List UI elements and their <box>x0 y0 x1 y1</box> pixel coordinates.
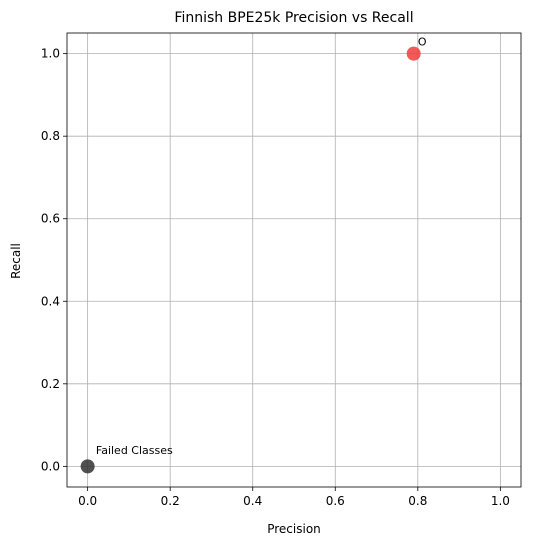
y-tick-label: 0.6 <box>41 212 60 226</box>
y-tick-label: 0.0 <box>41 459 60 473</box>
data-point <box>80 459 95 474</box>
x-tick-label: 0.2 <box>161 494 180 508</box>
grid <box>67 33 521 487</box>
plot-frame <box>66 32 522 488</box>
data-points: O Failed Classes <box>80 35 427 474</box>
y-tick-label: 0.4 <box>41 294 60 308</box>
x-tick-label: 0.0 <box>78 494 97 508</box>
data-point-label: Failed Classes <box>96 444 173 457</box>
y-tick-label: 0.8 <box>41 129 60 143</box>
x-axis-label: Precision <box>267 522 321 536</box>
data-point <box>406 46 421 61</box>
data-point-label: O <box>418 35 427 48</box>
x-tick-label: 0.6 <box>326 494 345 508</box>
y-tick-label: 0.2 <box>41 377 60 391</box>
y-tick-label: 1.0 <box>41 47 60 61</box>
y-axis-ticks: 0.0 0.2 0.4 0.6 0.8 1.0 <box>41 47 67 473</box>
x-tick-label: 0.4 <box>243 494 262 508</box>
x-tick-label: 0.8 <box>408 494 427 508</box>
x-tick-label: 1.0 <box>491 494 510 508</box>
y-axis-label: Recall <box>9 243 23 279</box>
chart-title: Finnish BPE25k Precision vs Recall <box>174 10 413 26</box>
x-axis-ticks: 0.0 0.2 0.4 0.6 0.8 1.0 <box>78 487 510 508</box>
